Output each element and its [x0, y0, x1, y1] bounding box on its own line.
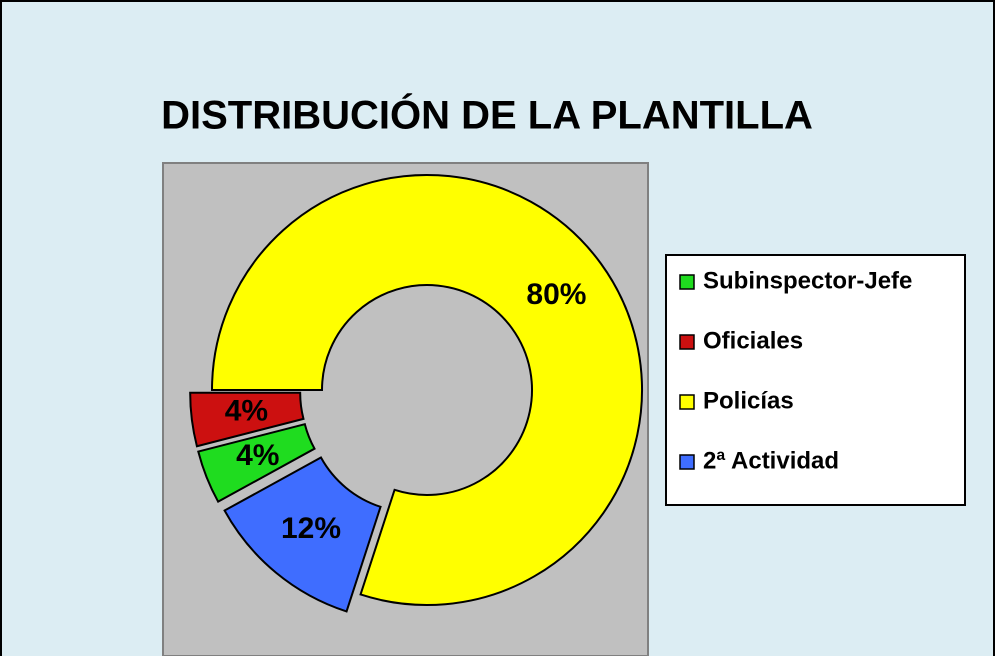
value-label: 4% — [225, 395, 268, 428]
donut-slice — [189, 391, 305, 448]
value-label: 4% — [236, 439, 279, 472]
value-label: 80% — [526, 278, 586, 311]
donut-slice — [223, 456, 382, 613]
legend-label: 2ª Actividad — [703, 447, 839, 474]
legend-swatch — [679, 334, 695, 350]
legend-swatch — [679, 274, 695, 290]
legend-swatch — [679, 394, 695, 410]
legend — [665, 254, 966, 506]
value-label: 12% — [281, 512, 341, 545]
legend-label: Subinspector-Jefe — [703, 267, 912, 294]
legend-swatch — [679, 454, 695, 470]
donut-slice — [197, 422, 316, 504]
donut-slice — [210, 174, 643, 606]
legend-label: Policías — [703, 387, 794, 414]
legend-label: Oficiales — [703, 327, 803, 354]
chart-title: DISTRIBUCIÓN DE LA PLANTILLA — [161, 92, 813, 138]
